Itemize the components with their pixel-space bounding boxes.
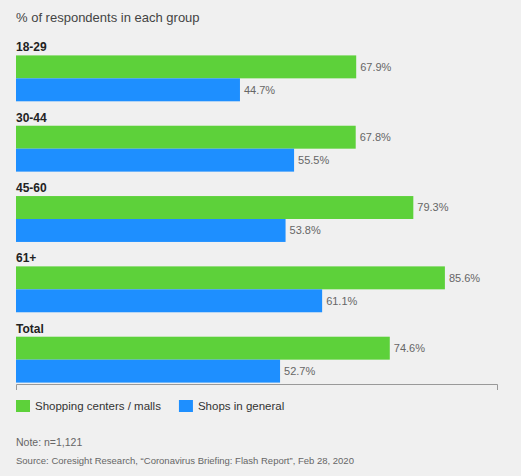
legend-label: Shopping centers / malls [35,400,161,412]
data-label: 67.8% [360,131,391,143]
legend: Shopping centers / malls Shops in general [16,400,284,412]
bar [16,360,280,383]
bar [16,289,322,312]
legend-item: Shopping centers / malls [16,400,161,412]
category-label: 18-29 [16,40,47,54]
bar [16,126,356,149]
data-label: 79.3% [417,201,448,213]
legend-swatch [179,400,193,412]
x-axis-line [17,385,498,391]
bar [16,78,240,101]
legend-label: Shops in general [198,400,284,412]
bars [16,55,445,382]
bar [16,266,445,289]
bar [16,149,294,172]
data-label: 44.7% [244,84,275,96]
bar [16,337,390,360]
category-label: 45-60 [16,181,47,195]
data-label: 85.6% [449,272,480,284]
bar [16,219,286,242]
title: % of respondents in each group [16,10,200,25]
legend-item: Shops in general [179,400,284,412]
category-label: Total [16,322,44,336]
bar [16,196,413,219]
annotation: Note: n=1,121 [16,436,82,448]
data-label: 67.9% [360,61,391,73]
background [0,0,521,476]
data-label: 53.8% [290,224,321,236]
data-label: 55.5% [298,154,329,166]
data-label: 74.6% [394,342,425,354]
bar [16,55,356,78]
data-label: 52.7% [284,365,315,377]
plot: 67.9% 67.8% 79.3% 85.6% 74.6% 44.7% 55.5% 53.8%… [16,40,498,390]
chart: % of respondents in each group 67.9% 67.8%… [0,0,521,476]
annotation: Source: Coresight Research, “Coronavirus… [16,455,354,466]
data-label: 61.1% [326,295,357,307]
category-label: 30-44 [16,111,47,125]
x-axis [17,385,498,391]
category-label: 61+ [16,251,36,265]
legend-swatch [16,400,30,412]
labels: 67.9% 67.8% 79.3% 85.6% 74.6% 44.7% 55.5% 53.8%… [16,40,480,377]
